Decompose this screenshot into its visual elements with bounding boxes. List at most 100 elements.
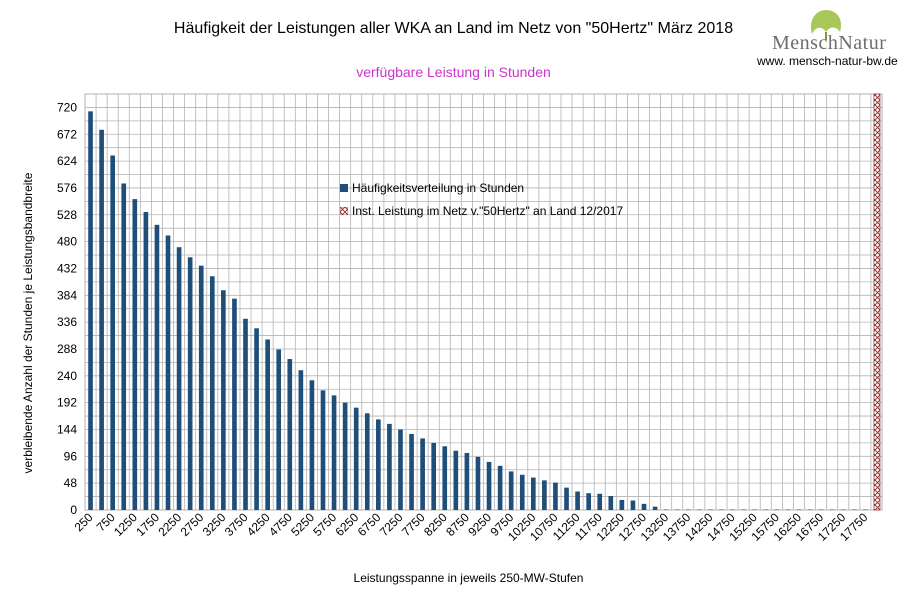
bar (232, 298, 237, 510)
bar (785, 509, 791, 510)
x-tick-label: 5750 (310, 510, 339, 539)
legend: Häufigkeitsverteilung in Stunden Inst. L… (340, 176, 623, 222)
bar (741, 509, 746, 510)
logo-url: www. mensch-natur-bw.de (757, 54, 898, 68)
x-tick-label: 4250 (244, 510, 273, 539)
legend-swatch-bar (340, 183, 348, 192)
y-tick-label: 480 (57, 235, 77, 249)
bar (398, 429, 403, 510)
bar (110, 155, 115, 510)
bar (829, 509, 835, 510)
x-tick-label: 3250 (200, 510, 229, 539)
bar (685, 509, 691, 510)
bar (420, 438, 425, 510)
bar (564, 487, 569, 510)
y-tick-label: 672 (57, 127, 77, 141)
bar (431, 442, 437, 510)
y-axis-label: verbleibende Anzahl der Stunden je Leist… (21, 172, 35, 474)
bar (364, 413, 370, 510)
y-tick-label: 144 (57, 422, 77, 436)
bar (187, 257, 193, 510)
bar (840, 509, 846, 510)
bar (121, 183, 127, 510)
x-tick-label: 1250 (111, 510, 140, 539)
grid (84, 93, 883, 511)
bar (387, 423, 392, 510)
bar (652, 506, 658, 510)
bar (409, 433, 414, 510)
y-tick-label: 624 (57, 154, 77, 168)
bar (719, 509, 724, 510)
x-tick-label: 4750 (266, 510, 295, 539)
y-axis-ticks: 0 48 96 144 192 240 288 336 384 432 480 528 576 624 67… (57, 100, 77, 517)
bar (630, 500, 636, 510)
leaf-logo-icon (810, 10, 842, 40)
x-tick-label: 1750 (133, 510, 162, 539)
bar (597, 493, 603, 510)
bar (309, 380, 315, 510)
y-tick-label: 0 (70, 503, 77, 517)
bar (143, 211, 149, 510)
x-tick-label: 7750 (399, 510, 428, 539)
bar (88, 111, 93, 510)
bar (497, 465, 503, 510)
bar (221, 290, 226, 510)
x-tick-label: 6250 (333, 510, 362, 539)
bar (575, 491, 580, 510)
chart-title: Häufigkeit der Leistungen aller WKA an L… (173, 20, 734, 37)
bar (287, 359, 293, 510)
bar (99, 129, 104, 510)
x-axis-label: Leistungsspanne in jeweils 250-MW-Stufen (353, 571, 584, 585)
bar (298, 370, 304, 510)
installed-capacity-marker (873, 93, 881, 511)
bar (697, 509, 702, 510)
bar (530, 477, 536, 510)
bar (663, 509, 669, 510)
y-tick-label: 576 (57, 181, 77, 195)
y-tick-label: 384 (57, 288, 77, 302)
bar (265, 339, 270, 510)
chart-subtitle: verfügbare Leistung in Stunden (356, 64, 551, 80)
bar (807, 509, 813, 510)
x-tick-label: 8750 (443, 510, 472, 539)
x-tick-label: 3750 (222, 510, 251, 539)
bar (763, 509, 769, 510)
bar (198, 265, 204, 510)
bar (165, 235, 171, 510)
bar (508, 471, 514, 510)
bar (342, 402, 348, 510)
legend-label-installed: Inst. Leistung im Netz v."50Hertz" an La… (352, 203, 624, 218)
legend-item-installed: Inst. Leistung im Netz v."50Hertz" an La… (340, 199, 623, 222)
y-tick-label: 192 (57, 396, 77, 410)
bar (320, 390, 326, 510)
bars (88, 93, 881, 511)
bar (863, 509, 868, 510)
legend-label-distribution: Häufigkeitsverteilung in Stunden (352, 180, 525, 195)
bar (132, 199, 138, 510)
bar (376, 419, 381, 510)
y-tick-label: 48 (64, 476, 78, 490)
y-tick-label: 720 (57, 100, 77, 114)
bar (730, 509, 735, 510)
bar (796, 509, 802, 510)
bar (852, 509, 857, 510)
bar (608, 496, 614, 510)
y-tick-label: 288 (57, 342, 77, 356)
x-tick-label: 8250 (421, 510, 450, 539)
bar (453, 450, 459, 510)
x-tick-label: 7250 (377, 510, 406, 539)
bar (553, 482, 558, 510)
x-tick-label: 2750 (178, 510, 207, 539)
bar (519, 474, 525, 510)
bar (209, 276, 215, 510)
bar (486, 461, 492, 510)
bar (353, 407, 359, 510)
bar (586, 493, 591, 510)
bar (154, 224, 160, 510)
bar (818, 509, 824, 510)
x-tick-label: 2250 (155, 510, 184, 539)
logo-wordmark: MenschNatur (772, 32, 887, 54)
y-tick-label: 432 (57, 261, 77, 275)
bar (774, 509, 780, 510)
